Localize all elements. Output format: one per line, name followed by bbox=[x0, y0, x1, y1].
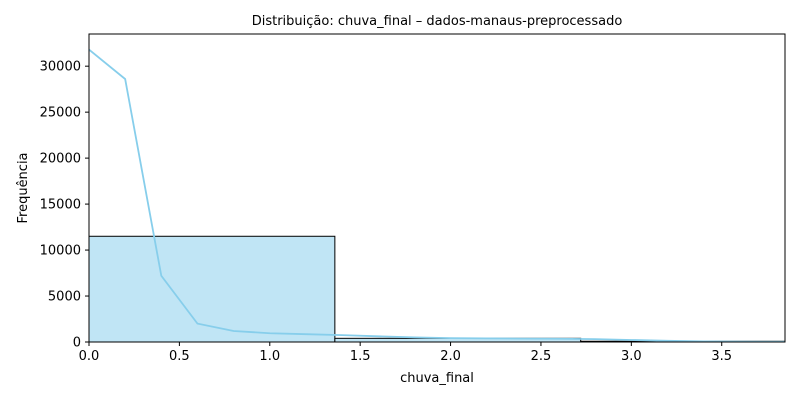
histogram-bar-1 bbox=[89, 235, 336, 342]
plot-frame bbox=[88, 33, 786, 343]
x-tick-label: 3.5 bbox=[711, 349, 732, 364]
x-tick-label: 1.5 bbox=[350, 349, 371, 364]
x-tick-label: 3.0 bbox=[621, 349, 642, 364]
y-tick-label: 0 bbox=[73, 336, 81, 351]
y-tick-label: 15000 bbox=[40, 198, 81, 213]
x-tick-label: 1.0 bbox=[259, 349, 280, 364]
x-tick-label: 0.5 bbox=[169, 349, 190, 364]
x-tick-label: 0.0 bbox=[79, 349, 100, 364]
x-tick-label: 2.5 bbox=[531, 349, 552, 364]
y-tick-label: 30000 bbox=[40, 60, 81, 75]
y-tick-label: 10000 bbox=[40, 244, 81, 259]
y-axis-label: Frequência bbox=[16, 152, 31, 223]
plot-area bbox=[89, 48, 785, 342]
y-tick-label: 20000 bbox=[40, 152, 81, 167]
y-tick-label: 25000 bbox=[40, 106, 81, 121]
x-axis-label: chuva_final bbox=[400, 371, 474, 386]
axes: 0.0 0.5 1.0 1.5 2.0 2.5 3.0 3.5 0 5000 10000 15000 2… bbox=[40, 33, 786, 364]
y-tick-label: 5000 bbox=[48, 290, 81, 305]
chart-title: Distribuição: chuva_final – dados-manaus… bbox=[252, 14, 623, 29]
kde-line bbox=[89, 48, 785, 342]
x-tick-label: 2.0 bbox=[440, 349, 461, 364]
